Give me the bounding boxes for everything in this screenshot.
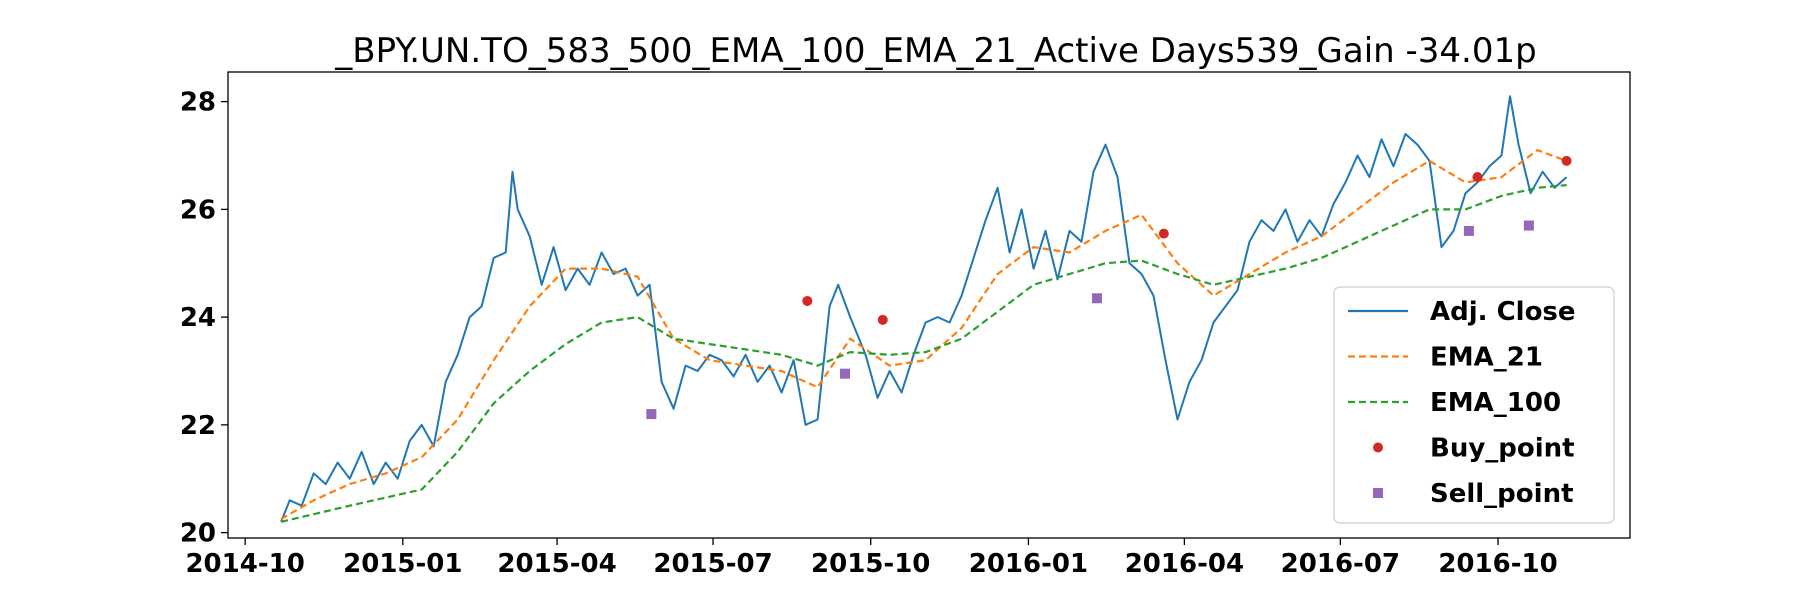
buy-point-marker bbox=[877, 314, 888, 325]
series-line-adj-close bbox=[280, 95, 1568, 523]
legend-label-adj-close: Adj. Close bbox=[1430, 297, 1576, 327]
legend-box bbox=[1333, 286, 1615, 524]
sell-point-marker bbox=[1091, 293, 1102, 304]
x-tick-label: 2016-07 bbox=[1281, 549, 1400, 579]
x-tick-label: 2016-04 bbox=[1125, 549, 1244, 579]
x-tick-label: 2015-01 bbox=[343, 549, 462, 579]
y-tick-label: 24 bbox=[180, 303, 216, 333]
x-tick-label: 2015-10 bbox=[811, 549, 930, 579]
series-line-ema-100 bbox=[280, 184, 1567, 523]
sell-point-marker bbox=[1463, 225, 1474, 236]
legend-swatch-sell-point bbox=[1373, 488, 1383, 498]
plot-frame bbox=[227, 71, 1631, 539]
sell-point-marker bbox=[1523, 220, 1534, 231]
x-tick-label: 2014-10 bbox=[185, 549, 304, 579]
legend-label-ema-100: EMA_100 bbox=[1430, 388, 1561, 418]
x-tick-label: 2015-04 bbox=[497, 549, 616, 579]
x-tick-label: 2015-07 bbox=[653, 549, 772, 579]
sell-point-marker bbox=[646, 409, 657, 420]
x-tick-label: 2016-01 bbox=[969, 549, 1088, 579]
y-tick-label: 26 bbox=[180, 195, 216, 225]
legend-label-ema-21: EMA_21 bbox=[1430, 343, 1543, 373]
buy-point-marker bbox=[802, 295, 813, 306]
y-tick-label: 28 bbox=[180, 88, 216, 118]
axes: 20 22 24 26 28 2014-10 2015-01 2015-04 2015-07 20… bbox=[180, 71, 1631, 579]
legend-swatch-buy-point bbox=[1373, 442, 1383, 453]
legend-label-sell-point: Sell_point bbox=[1430, 479, 1574, 509]
chart-title: _BPY.UN.TO_583_500_EMA_100_EMA_21_Active… bbox=[334, 31, 1536, 71]
sell-point-marker bbox=[840, 368, 851, 379]
y-tick-label: 22 bbox=[180, 411, 216, 441]
buy-point-marker bbox=[1158, 228, 1169, 239]
buy-point-marker bbox=[1472, 172, 1483, 183]
legend-label-buy-point: Buy_point bbox=[1430, 434, 1575, 464]
buy-point-marker bbox=[1561, 155, 1572, 166]
legend: Adj. Close EMA_21 EMA_100 Buy_point Sell_poi… bbox=[1333, 286, 1615, 524]
y-tick-label: 20 bbox=[180, 519, 216, 549]
plot-area bbox=[280, 95, 1572, 523]
series-line-ema-21 bbox=[280, 149, 1567, 521]
x-tick-label: 2016-10 bbox=[1438, 549, 1557, 579]
